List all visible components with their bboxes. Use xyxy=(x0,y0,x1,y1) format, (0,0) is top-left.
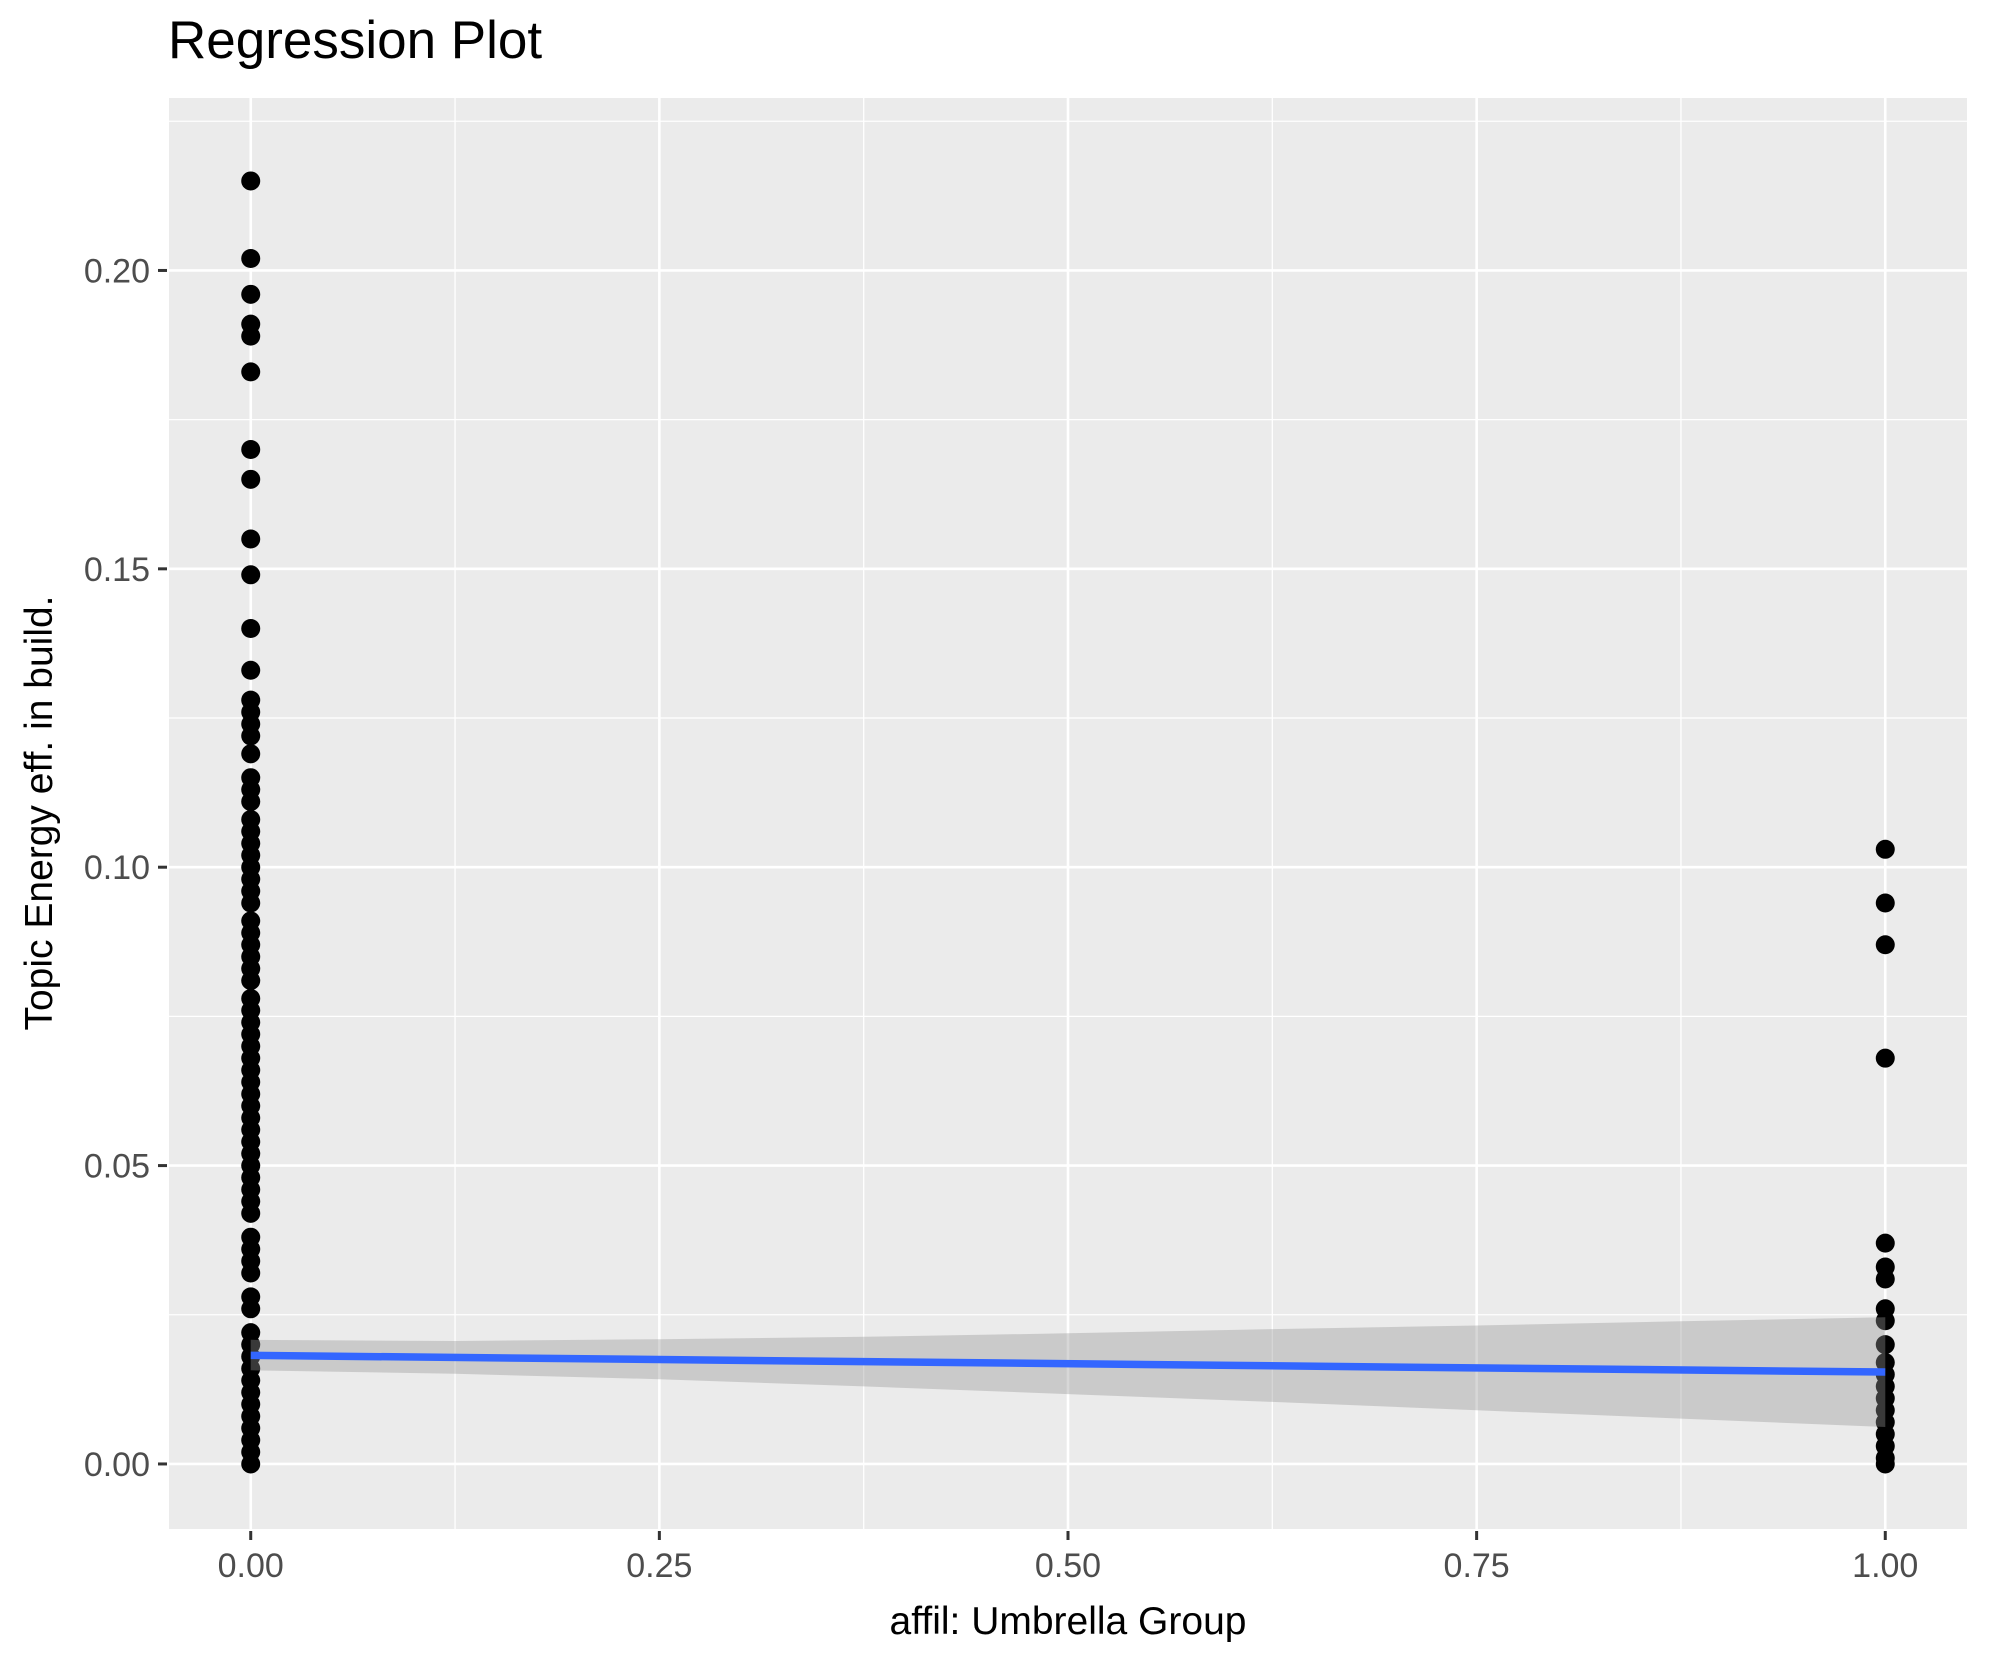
regression-line xyxy=(250,1351,1886,1376)
x-tick-label: 0.00 xyxy=(218,1547,284,1585)
data-point xyxy=(1875,935,1895,955)
y-tick-label: 0.15 xyxy=(84,551,150,589)
data-point xyxy=(241,893,261,913)
y-tick-label: 0.10 xyxy=(84,849,150,887)
x-axis-title: affil: Umbrella Group xyxy=(890,1600,1247,1643)
data-point xyxy=(241,249,261,269)
data-point xyxy=(241,660,261,680)
data-point xyxy=(241,565,261,585)
axis-ticks xyxy=(158,268,1887,1540)
data-point xyxy=(1875,1454,1895,1474)
data-point xyxy=(241,1263,261,1283)
confidence-band-layer xyxy=(250,1317,1886,1427)
y-tick-label: 0.20 xyxy=(84,252,150,290)
regression-line-layer xyxy=(250,1351,1886,1376)
data-point xyxy=(1875,1311,1895,1331)
y-tick-label: 0.00 xyxy=(84,1446,150,1484)
data-point xyxy=(241,792,261,812)
data-point xyxy=(241,1454,261,1474)
data-point xyxy=(241,1203,261,1223)
data-point xyxy=(241,1299,261,1319)
scatter-points xyxy=(241,171,1895,1474)
data-point xyxy=(241,971,261,991)
data-point xyxy=(1875,893,1895,913)
data-point xyxy=(241,171,261,191)
data-point xyxy=(241,744,261,764)
data-point xyxy=(1875,1269,1895,1289)
x-tick-label: 0.50 xyxy=(1035,1547,1101,1585)
data-point xyxy=(241,284,261,304)
data-point xyxy=(1875,839,1895,859)
y-tick-label: 0.05 xyxy=(84,1148,150,1186)
x-tick-label: 0.75 xyxy=(1444,1547,1510,1585)
data-point xyxy=(241,726,261,746)
data-point xyxy=(1875,1335,1895,1355)
data-point xyxy=(241,529,261,549)
data-point xyxy=(241,326,261,346)
data-point xyxy=(241,362,261,382)
data-point xyxy=(241,619,261,639)
axis-tick-labels: 0.00 0.25 0.50 0.75 1.00 0.00 0.05 0.10 0.15 0.20 xyxy=(84,252,1919,1585)
plot-title: Regression Plot xyxy=(168,11,542,70)
y-axis-title: Topic Energy eff. in build. xyxy=(18,595,61,1030)
confidence-band xyxy=(250,1317,1886,1427)
data-point xyxy=(1875,1048,1895,1068)
data-point xyxy=(1875,1233,1895,1253)
data-point xyxy=(241,439,261,459)
x-tick-label: 1.00 xyxy=(1852,1547,1918,1585)
x-tick-label: 0.25 xyxy=(626,1547,692,1585)
data-point xyxy=(241,469,261,489)
